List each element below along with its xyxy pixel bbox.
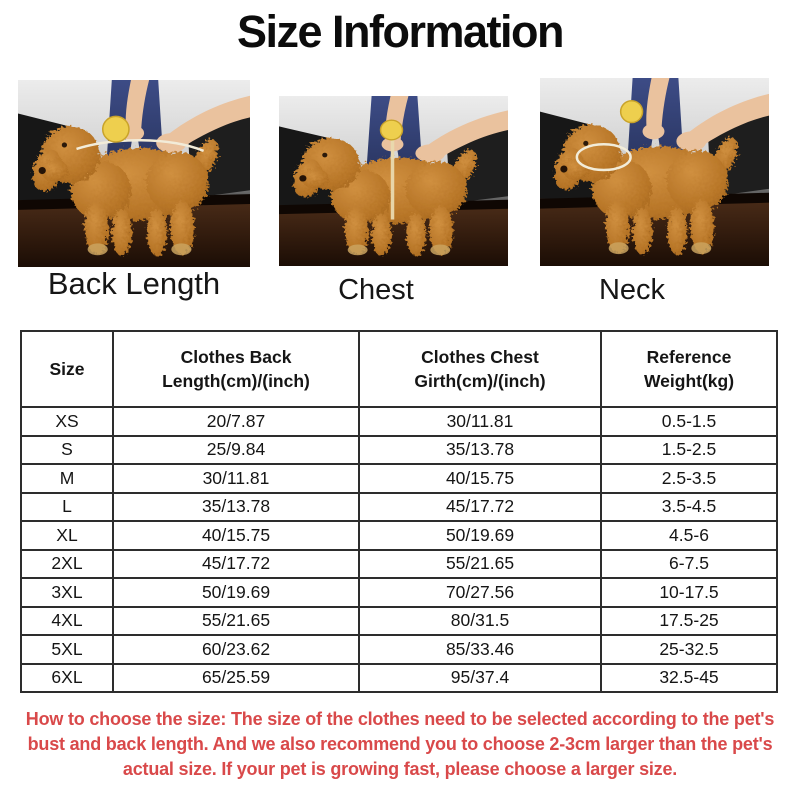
size-advice-note: How to choose the size: The size of the … xyxy=(0,707,800,782)
cell-size: XS xyxy=(20,406,114,437)
size-table: Size Clothes Back Length(cm)/(inch) Clot… xyxy=(20,330,778,693)
cell-back-length: 55/21.65 xyxy=(112,605,360,636)
cell-weight: 0.5-1.5 xyxy=(600,406,778,437)
photo-chest-measure xyxy=(279,96,508,266)
table-row: S 25/9.84 35/13.78 1.5-2.5 xyxy=(20,434,778,465)
photo-label-chest: Chest xyxy=(338,274,414,306)
tape-reel-icon xyxy=(101,115,130,143)
table-header-row: Size Clothes Back Length(cm)/(inch) Clot… xyxy=(20,330,778,408)
cell-chest-girth: 55/21.65 xyxy=(358,548,602,579)
page-title: Size Information xyxy=(236,6,565,57)
cell-chest-girth: 45/17.72 xyxy=(358,491,602,522)
cell-chest-girth: 40/15.75 xyxy=(358,463,602,494)
measuring-tape-neck xyxy=(575,143,632,172)
cell-chest-girth: 35/13.78 xyxy=(358,434,602,465)
col-header-reference-weight: Reference Weight(kg) xyxy=(600,330,778,408)
cell-back-length: 65/25.59 xyxy=(112,662,360,693)
cell-size: 5XL xyxy=(20,634,114,665)
table-row: L 35/13.78 45/17.72 3.5-4.5 xyxy=(20,491,778,522)
note-line: How to choose the size: The size of the … xyxy=(25,709,775,729)
table-row: 2XL 45/17.72 55/21.65 6-7.5 xyxy=(20,548,778,579)
photo-label-neck: Neck xyxy=(598,274,666,306)
cell-back-length: 45/17.72 xyxy=(112,548,360,579)
table-row: XS 20/7.87 30/11.81 0.5-1.5 xyxy=(20,406,778,437)
cell-size: M xyxy=(20,463,114,494)
cell-size: 4XL xyxy=(20,605,114,636)
cell-back-length: 20/7.87 xyxy=(112,406,360,437)
photo-label-back-length: Back Length xyxy=(47,266,221,301)
tape-reel-icon xyxy=(619,100,644,124)
col-header-back-length: Clothes Back Length(cm)/(inch) xyxy=(112,330,360,408)
cell-weight: 25-32.5 xyxy=(600,634,778,665)
table-row: XL 40/15.75 50/19.69 4.5-6 xyxy=(20,520,778,551)
cell-chest-girth: 95/37.4 xyxy=(358,662,602,693)
table-row: 3XL 50/19.69 70/27.56 10-17.5 xyxy=(20,577,778,608)
cell-size: 3XL xyxy=(20,577,114,608)
cell-size: 2XL xyxy=(20,548,114,579)
cell-chest-girth: 80/31.5 xyxy=(358,605,602,636)
note-line: actual size. If your pet is growing fast… xyxy=(122,759,678,779)
cell-size: L xyxy=(20,491,114,522)
col-header-size: Size xyxy=(20,330,114,408)
cell-weight: 32.5-45 xyxy=(600,662,778,693)
cell-weight: 10-17.5 xyxy=(600,577,778,608)
cell-back-length: 30/11.81 xyxy=(112,463,360,494)
table-row: 4XL 55/21.65 80/31.5 17.5-25 xyxy=(20,605,778,636)
cell-weight: 2.5-3.5 xyxy=(600,463,778,494)
cell-weight: 6-7.5 xyxy=(600,548,778,579)
cell-back-length: 50/19.69 xyxy=(112,577,360,608)
cell-back-length: 25/9.84 xyxy=(112,434,360,465)
note-line: bust and back length. And we also recomm… xyxy=(27,734,773,754)
tape-reel-icon xyxy=(379,119,404,141)
cell-weight: 1.5-2.5 xyxy=(600,434,778,465)
table-row: M 30/11.81 40/15.75 2.5-3.5 xyxy=(20,463,778,494)
photo-neck-measure xyxy=(540,78,769,266)
cell-back-length: 60/23.62 xyxy=(112,634,360,665)
cell-size: 6XL xyxy=(20,662,114,693)
cell-back-length: 40/15.75 xyxy=(112,520,360,551)
plush-dog-chest-illustration xyxy=(279,96,508,266)
plush-dog-back-length-illustration xyxy=(18,80,250,267)
cell-size: XL xyxy=(20,520,114,551)
cell-chest-girth: 85/33.46 xyxy=(358,634,602,665)
photo-back-length-measure xyxy=(18,80,250,267)
cell-weight: 17.5-25 xyxy=(600,605,778,636)
cell-chest-girth: 50/19.69 xyxy=(358,520,602,551)
plush-dog-neck-illustration xyxy=(540,78,769,266)
cell-chest-girth: 30/11.81 xyxy=(358,406,602,437)
col-header-chest-girth: Clothes Chest Girth(cm)/(inch) xyxy=(358,330,602,408)
cell-weight: 3.5-4.5 xyxy=(600,491,778,522)
cell-size: S xyxy=(20,434,114,465)
cell-chest-girth: 70/27.56 xyxy=(358,577,602,608)
cell-weight: 4.5-6 xyxy=(600,520,778,551)
table-row: 5XL 60/23.62 85/33.46 25-32.5 xyxy=(20,634,778,665)
table-row: 6XL 65/25.59 95/37.4 32.5-45 xyxy=(20,662,778,693)
cell-back-length: 35/13.78 xyxy=(112,491,360,522)
measuring-tape-back xyxy=(76,139,205,153)
